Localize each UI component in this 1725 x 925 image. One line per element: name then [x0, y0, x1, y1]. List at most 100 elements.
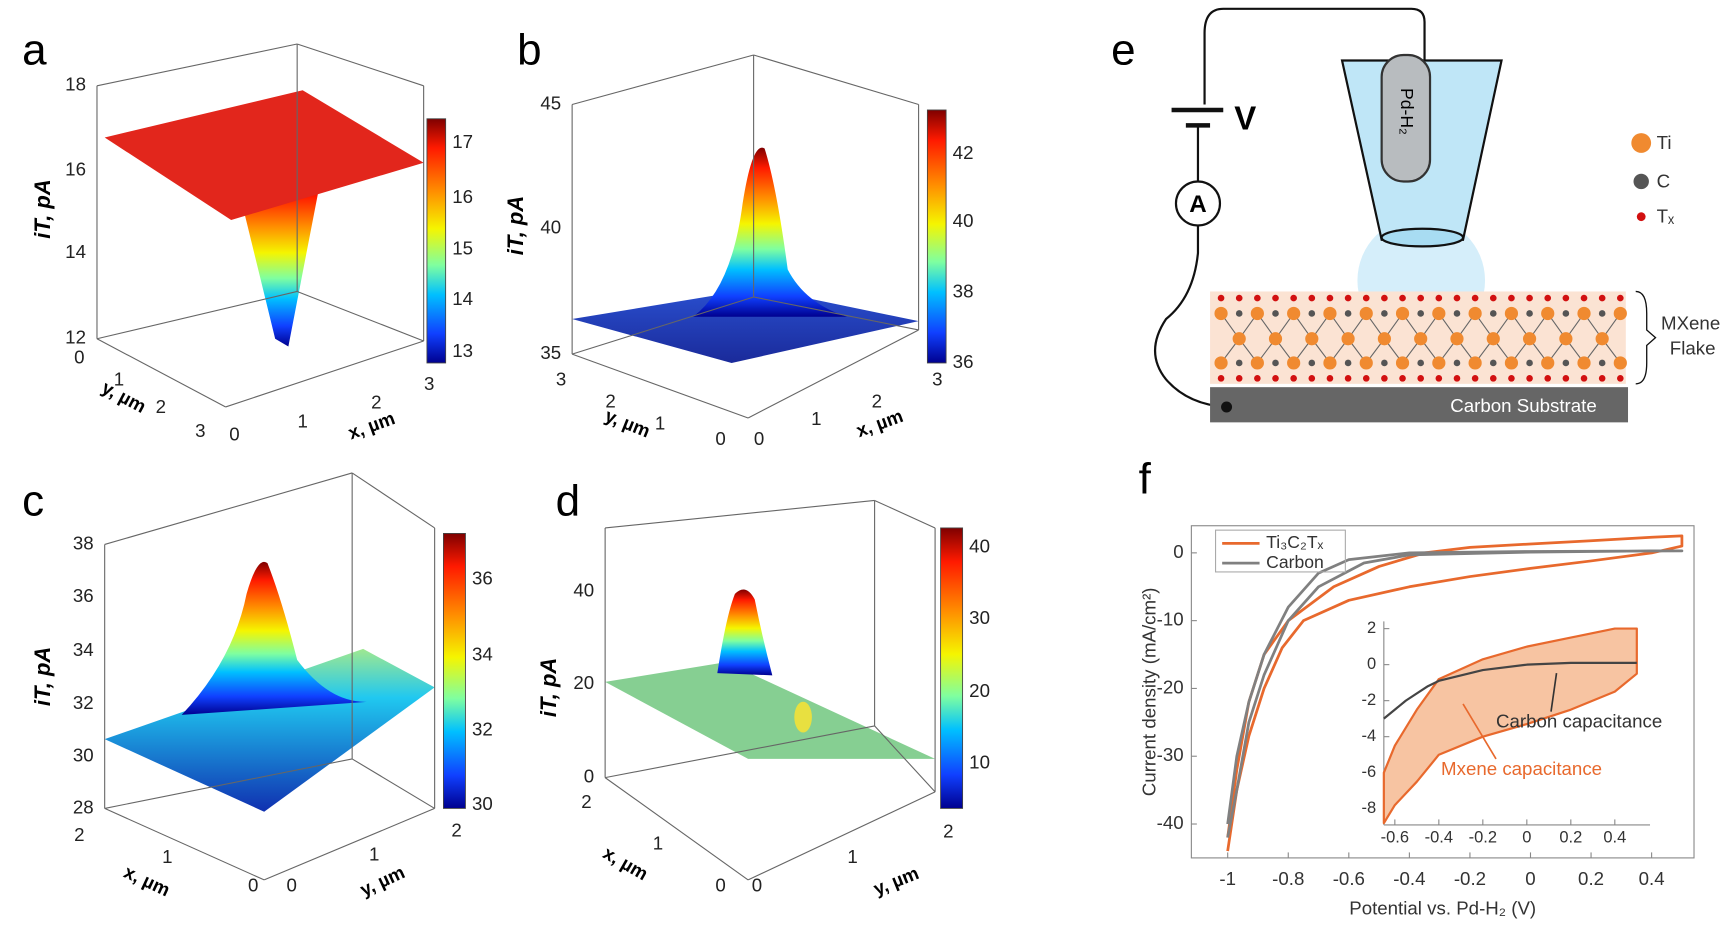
- x-tick-label: 2: [943, 821, 953, 842]
- surface: [104, 90, 424, 220]
- atom-c: [1235, 359, 1243, 367]
- colorbar-tick-label: 20: [969, 680, 990, 701]
- substrate-label: Carbon Substrate: [1450, 395, 1596, 416]
- axis-box: [296, 43, 424, 87]
- axis-box: [351, 758, 435, 809]
- colorbar-tick-label: 40: [953, 210, 974, 231]
- legend-label: Ti: [1657, 132, 1672, 153]
- line: [1382, 627, 1638, 825]
- x-tick-label: -0.2: [1469, 828, 1497, 846]
- atom-tx: [1544, 375, 1552, 382]
- atom-c: [1453, 310, 1461, 317]
- electrode-label: Pd-H₂: [1397, 88, 1417, 135]
- y-tick-label: 2: [581, 791, 591, 812]
- colorbar: [426, 118, 447, 364]
- y-tick-label: 2: [605, 390, 615, 411]
- colorbar-tick-label: 38: [953, 281, 974, 302]
- surface-peak: [693, 147, 848, 317]
- z-tick-label: 16: [65, 158, 86, 179]
- atom-tx: [1272, 294, 1279, 302]
- y-tick-label: -6: [1361, 763, 1376, 781]
- x-tick-label: 2: [371, 392, 381, 413]
- atom-tx: [1417, 294, 1424, 302]
- voltage-label: V: [1234, 100, 1256, 137]
- atom-ti: [1486, 332, 1500, 346]
- atom-tx: [1272, 375, 1279, 382]
- y-tick-label: -8: [1361, 799, 1376, 817]
- x-axis-label: y, µm: [870, 862, 921, 899]
- colorbar-tick-label: 16: [452, 186, 473, 207]
- colorbar-tick-label: 10: [969, 751, 990, 772]
- y-tick-label: 0: [715, 874, 725, 895]
- atom-tx: [1344, 294, 1352, 302]
- x-tick-label: 1: [847, 846, 857, 867]
- atom-c: [1598, 359, 1606, 367]
- legend-ti: [1631, 133, 1652, 153]
- atom-c: [1526, 310, 1533, 317]
- atom-tx: [1526, 375, 1533, 382]
- z-tick-label: 32: [73, 692, 94, 713]
- atom-ti: [1377, 332, 1391, 346]
- atom-c: [1417, 310, 1424, 317]
- atom-ti: [1232, 332, 1246, 346]
- atom-ti: [1287, 306, 1301, 321]
- axis-box: [96, 338, 226, 408]
- y-tick-label: 0: [715, 428, 725, 449]
- y-axis-label: x, µm: [600, 842, 652, 884]
- annotation: Mxene capacitance: [1441, 758, 1602, 779]
- y-tick-label: 0: [248, 874, 258, 895]
- ammeter-label: A: [1189, 191, 1206, 218]
- plot-frame: [1190, 525, 1695, 859]
- y-tick-label: -30: [1157, 744, 1184, 765]
- x-tick-label: 3: [932, 368, 942, 389]
- axis-box: [263, 807, 435, 881]
- colorbar-tick-label: 40: [969, 536, 990, 557]
- atom-ti: [1250, 306, 1264, 321]
- contact: [1221, 401, 1233, 413]
- atom-tx: [1544, 294, 1552, 302]
- atom-ti: [1541, 356, 1555, 370]
- atom-ti: [1414, 332, 1428, 346]
- atom-tx: [1217, 294, 1225, 302]
- x-tick-label: 0: [752, 874, 762, 895]
- wire: [1154, 125, 1227, 409]
- z-tick-label: 14: [65, 241, 86, 262]
- atom-tx: [1453, 375, 1461, 382]
- z-tick-label: 45: [540, 92, 561, 113]
- x-tick-label: -0.4: [1425, 828, 1453, 846]
- y-tick-label: 0: [74, 346, 84, 367]
- y-axis-label: y, µm: [602, 405, 653, 442]
- colorbar-tick-label: 15: [452, 238, 473, 259]
- y-tick-label: -4: [1361, 727, 1376, 745]
- atom-tx: [1235, 294, 1243, 302]
- z-axis-label: iT, pA: [503, 196, 528, 255]
- atom-tx: [1617, 375, 1624, 382]
- lattice: [1214, 294, 1627, 382]
- atom-ti: [1287, 356, 1301, 370]
- axis-box: [605, 725, 875, 779]
- x-tick-label: 2: [872, 390, 882, 411]
- colorbar-tick-label: 17: [452, 131, 473, 152]
- z-tick-label: 0: [584, 766, 594, 787]
- y-tick-label: -40: [1157, 812, 1184, 833]
- legend-label: Tₓ: [1657, 206, 1675, 227]
- z-axis-label: iT, pA: [30, 179, 55, 238]
- colorbar-tick-label: 36: [472, 568, 493, 589]
- legend-label: C: [1657, 171, 1671, 192]
- y-axis-label: Current density (mA/cm²): [1139, 587, 1160, 796]
- atom-tx: [1308, 294, 1316, 302]
- x-tick-label: 0: [286, 874, 296, 895]
- x-tick-label: 1: [811, 408, 821, 429]
- x-tick-label: 1: [297, 410, 307, 431]
- surface-peak: [717, 589, 773, 676]
- atom-tx: [1362, 375, 1370, 382]
- panel-label: d: [556, 476, 580, 525]
- substrate: [1210, 387, 1629, 423]
- panel-label: c: [22, 476, 44, 525]
- surface: [572, 288, 919, 363]
- atom-c: [1344, 310, 1352, 317]
- atom-tx: [1526, 294, 1533, 302]
- atom-ti: [1250, 356, 1264, 370]
- axis-box: [874, 725, 936, 793]
